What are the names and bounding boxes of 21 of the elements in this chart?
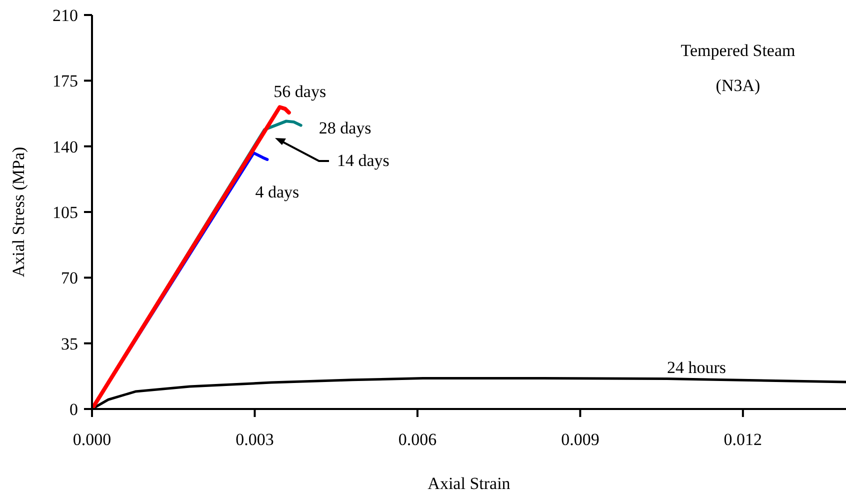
series-label: 24 hours (666, 358, 726, 377)
y-tick-label: 35 (61, 334, 78, 354)
y-tick-label: 105 (52, 203, 78, 222)
x-axis-title: Axial Strain (428, 474, 511, 491)
y-tick-label: 210 (52, 6, 78, 26)
y-tick-label: 70 (61, 268, 78, 288)
x-tick-label: 0.012 (724, 430, 762, 450)
annotation: Tempered Steam (680, 41, 796, 60)
x-tick-label: 0.006 (398, 430, 437, 450)
series-label: 4 days (255, 182, 300, 202)
y-axis-title: Axial Stress (MPa) (9, 146, 28, 278)
y-tick-label: 175 (52, 72, 78, 91)
x-tick-label: 0.000 (72, 430, 112, 450)
y-tick-label: 140 (52, 137, 78, 156)
annotation: (N3A) (716, 76, 760, 95)
y-tick-label: 0 (70, 400, 78, 420)
x-tick-label: 0.003 (236, 430, 274, 450)
x-tick-label: 0.009 (561, 430, 600, 450)
series-label: 28 days (318, 118, 372, 138)
series-label: 56 days (274, 82, 326, 102)
annotation: 14 days (337, 151, 390, 170)
